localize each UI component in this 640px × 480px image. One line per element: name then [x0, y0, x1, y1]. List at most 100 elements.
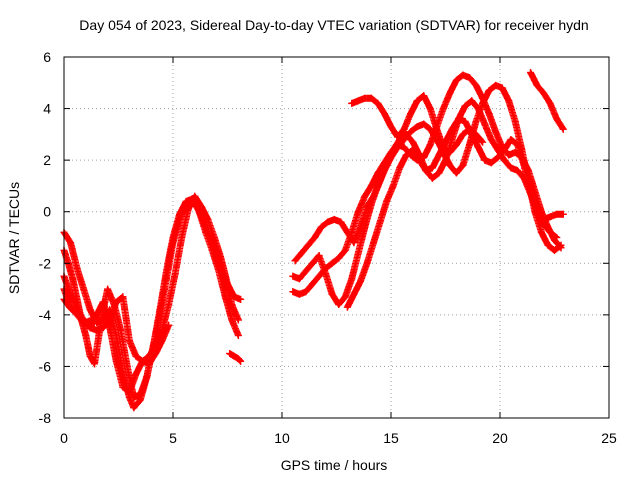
data-point: [389, 182, 397, 190]
data-point: [494, 154, 502, 162]
data-point: [335, 254, 343, 262]
data-point: [304, 241, 312, 249]
data-point: [343, 228, 351, 236]
data-point: [500, 156, 508, 164]
y-axis-label: SDTVAR / TECUs: [6, 182, 22, 294]
data-point: [189, 195, 197, 203]
data-point: [376, 218, 384, 226]
data-point: [527, 187, 535, 195]
data-point: [93, 326, 101, 334]
data-point: [184, 205, 192, 213]
data-point: [309, 259, 317, 267]
data-point: [481, 120, 489, 128]
data-point: [130, 404, 138, 412]
data-point: [87, 316, 95, 324]
y-tick-label: -4: [39, 307, 52, 323]
data-point: [465, 74, 473, 82]
data-point: [343, 303, 351, 311]
x-tick-label: 5: [169, 430, 177, 446]
data-point: [559, 125, 567, 133]
data-point: [485, 87, 493, 95]
y-tick-label: 6: [43, 49, 51, 65]
data-point: [106, 324, 114, 332]
data-point: [520, 161, 528, 169]
data-point: [400, 143, 408, 151]
data-point: [363, 203, 371, 211]
data-point: [428, 164, 436, 172]
data-point: [315, 272, 323, 280]
data-point: [426, 125, 434, 133]
data-point: [130, 393, 138, 401]
data-point: [492, 81, 500, 89]
data-point: [348, 99, 356, 107]
data-point: [123, 362, 131, 370]
data-point: [507, 164, 515, 172]
data-point: [513, 141, 521, 149]
data-point: [330, 215, 338, 223]
data-point: [380, 110, 388, 118]
data-point: [553, 115, 561, 123]
data-point: [472, 130, 480, 138]
y-tick-label: -2: [39, 255, 52, 271]
data-point: [487, 159, 495, 167]
data-point: [95, 331, 103, 339]
data-point: [361, 192, 369, 200]
data-point: [498, 84, 506, 92]
data-point: [234, 316, 242, 324]
data-point: [117, 326, 125, 334]
data-point: [400, 125, 408, 133]
data-point: [500, 146, 508, 154]
data-point: [65, 303, 73, 311]
data-point: [86, 324, 94, 332]
data-point: [474, 143, 482, 151]
data-point: [204, 215, 212, 223]
data-point: [387, 123, 395, 131]
data-point: [169, 234, 177, 241]
data-point: [409, 138, 417, 146]
data-point: [459, 130, 467, 138]
y-tick-label: 0: [43, 204, 51, 220]
data-point: [230, 352, 238, 360]
data-point: [298, 249, 306, 257]
data-point: [448, 125, 456, 133]
data-point: [492, 128, 500, 136]
data-point: [328, 259, 336, 267]
data-point: [474, 105, 482, 113]
data-point: [459, 161, 467, 169]
data-point: [505, 97, 513, 105]
x-axis-label: GPS time / hours: [281, 457, 388, 473]
data-point: [234, 331, 242, 339]
data-point: [354, 208, 362, 216]
data-point: [407, 128, 415, 136]
data-point: [228, 301, 236, 309]
data-point: [455, 115, 463, 123]
data-point: [80, 285, 88, 293]
data-point: [428, 174, 436, 182]
x-tick-label: 0: [60, 430, 68, 446]
data-point: [354, 249, 362, 257]
data-point: [202, 223, 210, 231]
data-point: [383, 197, 391, 205]
data-point: [335, 301, 343, 309]
data-point: [86, 352, 94, 360]
data-point: [322, 270, 330, 278]
x-tick-label: 15: [383, 430, 399, 446]
series-arc-b5: [348, 92, 487, 156]
data-point: [104, 285, 112, 293]
data-point: [171, 270, 179, 278]
data-point: [99, 306, 107, 314]
data-point: [354, 97, 362, 105]
data-point: [356, 223, 364, 231]
data-point: [370, 192, 378, 200]
data-point: [370, 239, 378, 247]
data-point: [341, 293, 349, 301]
data-point: [461, 117, 469, 125]
data-point: [553, 210, 561, 218]
data-point: [317, 223, 325, 231]
data-point: [119, 383, 127, 391]
data-point: [540, 215, 548, 223]
data-point: [82, 319, 90, 327]
data-point: [76, 313, 84, 321]
data-point: [472, 81, 480, 89]
